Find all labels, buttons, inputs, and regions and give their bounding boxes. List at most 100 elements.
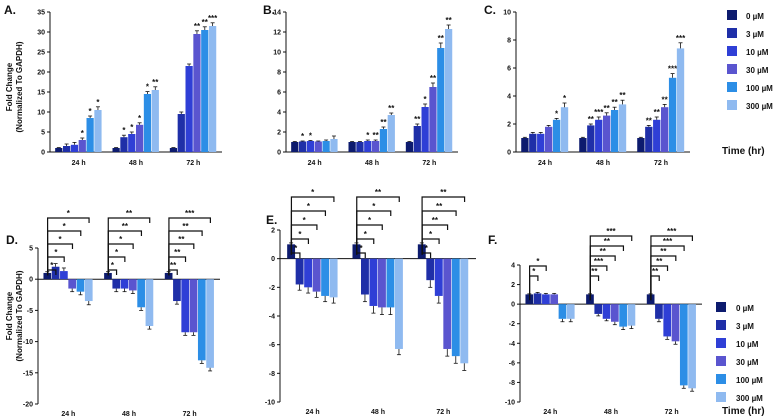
legend-swatch-4 bbox=[727, 82, 737, 92]
y-tick-label: 0 bbox=[29, 277, 33, 284]
bar bbox=[137, 279, 145, 308]
time-axis-label-top: Time (hr) bbox=[722, 146, 765, 157]
significance-label: ** bbox=[662, 95, 669, 104]
bar bbox=[84, 279, 93, 302]
bar bbox=[405, 142, 414, 152]
y-tick-label: -20 bbox=[23, 402, 33, 409]
bar bbox=[68, 279, 77, 289]
bar bbox=[637, 138, 645, 152]
legend-swatch-1 bbox=[716, 320, 726, 330]
bar bbox=[291, 142, 299, 152]
significance-bracket bbox=[650, 235, 693, 301]
legend-swatch-5 bbox=[727, 100, 737, 110]
significance-bracket bbox=[589, 235, 633, 301]
significance-label: * bbox=[372, 202, 376, 211]
bar bbox=[177, 114, 185, 152]
significance-label: * bbox=[364, 230, 368, 239]
legend-swatch-1 bbox=[727, 28, 737, 38]
y-tick-label: 4 bbox=[277, 110, 281, 117]
legend-label-4: 100 µM bbox=[746, 84, 773, 93]
significance-label: * bbox=[111, 261, 115, 270]
significance-label: ** bbox=[438, 34, 445, 43]
y-tick-label: 5 bbox=[41, 130, 45, 137]
x-tick-label: 24 h bbox=[61, 411, 75, 418]
bar bbox=[120, 137, 128, 152]
bar bbox=[76, 279, 85, 292]
panel-letter: A. bbox=[4, 3, 16, 17]
bar bbox=[679, 304, 688, 386]
significance-bracket bbox=[650, 255, 677, 301]
y-tick-label: 8 bbox=[277, 70, 281, 77]
significance-label: ** bbox=[436, 202, 443, 211]
significance-label: * bbox=[50, 261, 54, 270]
bar bbox=[611, 304, 619, 322]
bar bbox=[78, 140, 86, 152]
significance-label: * bbox=[303, 216, 307, 225]
significance-label: ** bbox=[373, 131, 380, 140]
x-tick-label: 72 h bbox=[183, 411, 197, 418]
significance-label: ** bbox=[170, 261, 177, 270]
significance-label: ** bbox=[414, 115, 421, 124]
bar bbox=[193, 34, 201, 152]
significance-label: ** bbox=[194, 22, 201, 31]
significance-label: * bbox=[307, 202, 311, 211]
x-tick-label: 72 h bbox=[654, 160, 668, 167]
significance-label: ** bbox=[380, 118, 387, 127]
bar bbox=[128, 134, 136, 152]
x-tick-label: 48 h bbox=[122, 411, 136, 418]
y-tick-label: -5 bbox=[27, 308, 33, 315]
y-tick-label: -10 bbox=[23, 339, 33, 346]
y-tick-label: 6 bbox=[507, 66, 511, 73]
significance-label: *** bbox=[668, 65, 678, 74]
bar bbox=[413, 126, 421, 152]
bar bbox=[143, 94, 152, 152]
y-tick-label: 30 bbox=[37, 30, 45, 37]
y-tick-label: 6 bbox=[277, 90, 281, 97]
significance-label: ** bbox=[126, 209, 133, 218]
bar bbox=[542, 294, 550, 305]
y-tick-label: 2 bbox=[277, 130, 281, 137]
bar bbox=[60, 271, 68, 280]
bar bbox=[645, 126, 653, 152]
bar bbox=[395, 258, 403, 349]
time-axis-label-bottom: Time (hr) bbox=[722, 406, 765, 417]
bar bbox=[112, 148, 120, 152]
significance-label: ** bbox=[588, 115, 595, 124]
significance-label: ** bbox=[652, 267, 659, 276]
y-tick-label: 2 bbox=[511, 282, 515, 289]
y-tick-label: -2 bbox=[509, 321, 515, 328]
bar bbox=[443, 258, 452, 349]
bar bbox=[653, 119, 661, 152]
bar bbox=[421, 107, 429, 152]
bar bbox=[602, 304, 611, 319]
y-tick-label: 2 bbox=[507, 122, 511, 129]
significance-label: *** bbox=[594, 108, 604, 117]
y-tick-label: -8 bbox=[509, 380, 515, 387]
bar bbox=[329, 258, 338, 298]
bar bbox=[372, 141, 380, 152]
significance-label: *** bbox=[676, 34, 686, 43]
significance-label: * bbox=[96, 98, 100, 107]
significance-label: ** bbox=[122, 222, 129, 231]
bar bbox=[322, 141, 330, 152]
significance-bracket bbox=[47, 217, 90, 276]
bar bbox=[151, 90, 159, 152]
significance-label: ** bbox=[182, 222, 189, 231]
significance-bracket bbox=[168, 217, 211, 276]
bar bbox=[206, 279, 214, 368]
bar bbox=[312, 258, 321, 292]
bar bbox=[655, 304, 663, 319]
y-tick-label: 15 bbox=[37, 90, 45, 97]
x-tick-label: 48 h bbox=[371, 409, 385, 416]
bar bbox=[434, 258, 443, 296]
significance-label: ** bbox=[178, 235, 185, 244]
significance-label: * bbox=[67, 209, 71, 218]
significance-label: ** bbox=[604, 104, 611, 113]
y-axis-title-bottom: Fold Change (Normalized To GAPDH) bbox=[5, 270, 24, 361]
bar bbox=[120, 279, 129, 289]
significance-label: ** bbox=[654, 108, 661, 117]
bar bbox=[378, 258, 386, 308]
bar bbox=[304, 258, 313, 288]
significance-label: * bbox=[301, 132, 305, 141]
